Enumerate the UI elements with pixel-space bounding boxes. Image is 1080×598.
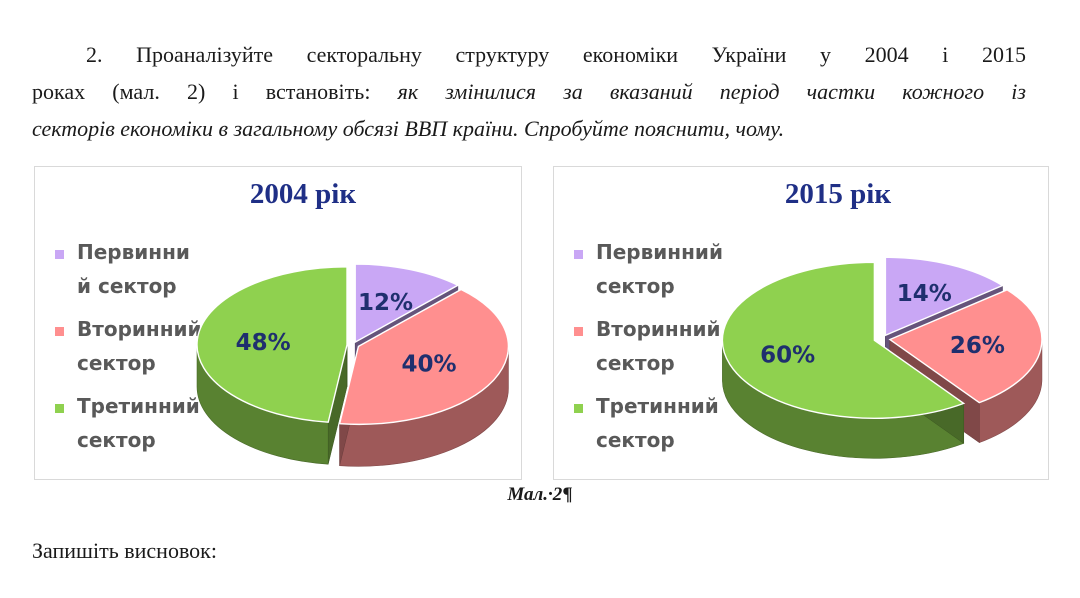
legend-label: Первинний <box>596 240 723 264</box>
legend-label: Вторинний <box>77 317 202 341</box>
data-label: 40% <box>401 352 456 378</box>
chart-title: 2015 рік <box>785 178 891 210</box>
legend-label: й сектор <box>77 274 177 298</box>
pie-chart-2004-svg: 2004 рік Первинни й сектор Вторинний сектор Т… <box>55 178 510 467</box>
task-text: 2. Проаналізуйте секторальну структуру е… <box>32 36 1026 147</box>
legend-marker <box>574 404 583 413</box>
task-line-1: 2. Проаналізуйте секторальну структуру е… <box>86 42 1026 67</box>
legend-label: сектор <box>596 428 675 452</box>
legend-marker <box>55 327 64 336</box>
figure-caption: Мал.·2¶ <box>0 484 1080 506</box>
task-line-3: секторів економіки в загальному обсязі В… <box>32 110 1026 147</box>
pilcrow-mark: ¶ <box>562 484 573 505</box>
pie-slice <box>721 261 966 419</box>
legend-marker <box>574 327 583 336</box>
pie-slice <box>354 263 460 344</box>
data-label: 26% <box>950 333 1005 359</box>
legend-label: Третинний <box>596 394 719 418</box>
pie-chart-2015: 2015 рік Первинний сектор Вторинний сектор Тр… <box>553 166 1049 480</box>
pie-slice <box>338 288 510 426</box>
figure-caption-text: Мал.·2 <box>507 484 563 505</box>
legend-label: Вторинний <box>596 317 721 341</box>
legend-marker <box>55 250 64 259</box>
legend-label: сектор <box>596 351 675 375</box>
legend-label: сектор <box>77 428 156 452</box>
task-line-3-italic: секторів економіки в загальному обсязі В… <box>32 116 785 141</box>
legend-label: Третинний <box>77 394 200 418</box>
pie-top-layer: 12% 40% 48% <box>196 263 510 426</box>
legend-label: Первинни <box>77 240 190 264</box>
legend-marker <box>574 250 583 259</box>
task-line-2-plain: роках (мал. 2) і встановіть: <box>32 79 398 104</box>
legend-label: сектор <box>596 274 675 298</box>
data-label: 12% <box>358 290 413 316</box>
pie-top-layer: 14% 26% 60% <box>721 256 1043 419</box>
data-label: 14% <box>897 281 952 307</box>
data-label: 48% <box>236 330 291 356</box>
chart-title: 2004 рік <box>250 178 356 210</box>
conclusion-prompt: Запишіть висновок: <box>32 538 217 563</box>
pie-chart-2004: 2004 рік Первинни й сектор Вторинний сектор Т… <box>34 166 522 480</box>
pie-chart-2015-svg: 2015 рік Первинний сектор Вторинний сектор Тр… <box>574 178 1043 459</box>
legend-marker <box>55 404 64 413</box>
pie-slice <box>884 256 1005 337</box>
pie-slice <box>888 289 1043 404</box>
task-line-2: роках (мал. 2) і встановіть: як змінилис… <box>32 73 1026 110</box>
pie-slice <box>196 266 348 423</box>
task-line-2-italic: як змінилися за вказаний період частки к… <box>397 79 1026 104</box>
legend-label: сектор <box>77 351 156 375</box>
data-label: 60% <box>760 343 815 369</box>
